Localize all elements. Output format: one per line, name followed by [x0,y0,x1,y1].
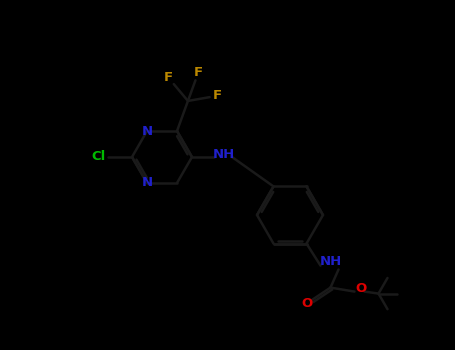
Text: N: N [142,176,152,189]
Text: NH: NH [319,255,342,268]
Text: F: F [164,71,173,84]
Text: F: F [194,66,203,79]
Text: F: F [213,89,222,102]
Text: NH: NH [213,148,235,161]
Text: N: N [142,125,152,138]
Text: O: O [355,282,366,295]
Text: O: O [301,297,312,310]
Text: Cl: Cl [91,150,105,163]
